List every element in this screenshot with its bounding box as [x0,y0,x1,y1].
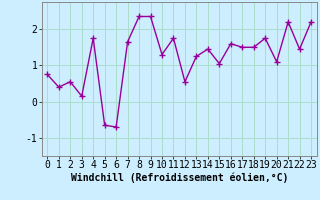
X-axis label: Windchill (Refroidissement éolien,°C): Windchill (Refroidissement éolien,°C) [70,173,288,183]
